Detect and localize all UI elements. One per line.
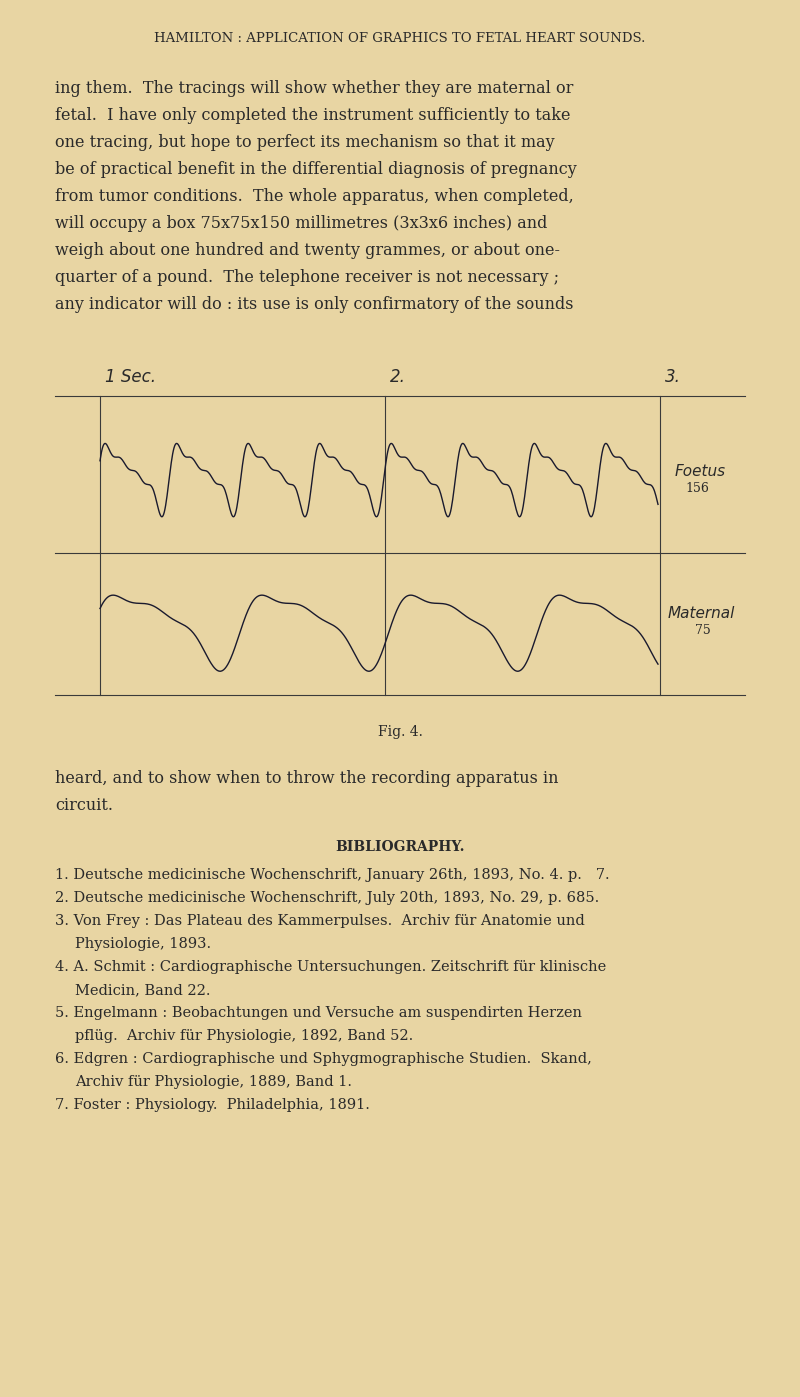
Text: 75: 75 — [695, 624, 710, 637]
Text: fetal.  I have only completed the instrument sufficiently to take: fetal. I have only completed the instrum… — [55, 108, 570, 124]
Text: Maternal: Maternal — [668, 605, 735, 620]
Text: one tracing, but hope to perfect its mechanism so that it may: one tracing, but hope to perfect its mec… — [55, 134, 554, 151]
Text: pflüg.  Archiv für Physiologie, 1892, Band 52.: pflüg. Archiv für Physiologie, 1892, Ban… — [75, 1030, 414, 1044]
Text: 1. Deutsche medicinische Wochenschrift, January 26th, 1893, No. 4. p.   7.: 1. Deutsche medicinische Wochenschrift, … — [55, 868, 610, 882]
Text: BIBLIOGRAPHY.: BIBLIOGRAPHY. — [335, 840, 465, 854]
Text: ing them.  The tracings will show whether they are maternal or: ing them. The tracings will show whether… — [55, 80, 574, 96]
Text: Archiv für Physiologie, 1889, Band 1.: Archiv für Physiologie, 1889, Band 1. — [75, 1076, 352, 1090]
Text: 6. Edgren : Cardiographische und Sphygmographische Studien.  Skand,: 6. Edgren : Cardiographische und Sphygmo… — [55, 1052, 592, 1066]
Text: from tumor conditions.  The whole apparatus, when completed,: from tumor conditions. The whole apparat… — [55, 189, 574, 205]
Text: 3. Von Frey : Das Plateau des Kammerpulses.  Archiv für Anatomie und: 3. Von Frey : Das Plateau des Kammerpuls… — [55, 914, 585, 928]
Text: Physiologie, 1893.: Physiologie, 1893. — [75, 937, 211, 951]
Text: 156: 156 — [685, 482, 709, 495]
Text: weigh about one hundred and twenty grammes, or about one-: weigh about one hundred and twenty gramm… — [55, 242, 560, 258]
Text: 3.: 3. — [665, 367, 681, 386]
Text: quarter of a pound.  The telephone receiver is not necessary ;: quarter of a pound. The telephone receiv… — [55, 270, 559, 286]
Text: will occupy a box 75x75x150 millimetres (3x3x6 inches) and: will occupy a box 75x75x150 millimetres … — [55, 215, 547, 232]
Text: be of practical benefit in the differential diagnosis of pregnancy: be of practical benefit in the different… — [55, 161, 577, 177]
Text: circuit.: circuit. — [55, 798, 113, 814]
Text: 1 Sec.: 1 Sec. — [105, 367, 156, 386]
Text: Medicin, Band 22.: Medicin, Band 22. — [75, 983, 210, 997]
Text: HAMILTON : APPLICATION OF GRAPHICS TO FETAL HEART SOUNDS.: HAMILTON : APPLICATION OF GRAPHICS TO FE… — [154, 32, 646, 45]
Text: 2.: 2. — [390, 367, 406, 386]
Text: Foetus: Foetus — [675, 464, 726, 479]
Text: 7. Foster : Physiology.  Philadelphia, 1891.: 7. Foster : Physiology. Philadelphia, 18… — [55, 1098, 370, 1112]
Text: 2. Deutsche medicinische Wochenschrift, July 20th, 1893, No. 29, p. 685.: 2. Deutsche medicinische Wochenschrift, … — [55, 891, 599, 905]
Text: heard, and to show when to throw the recording apparatus in: heard, and to show when to throw the rec… — [55, 770, 558, 787]
Text: any indicator will do : its use is only confirmatory of the sounds: any indicator will do : its use is only … — [55, 296, 574, 313]
Text: 4. A. Schmit : Cardiographische Untersuchungen. Zeitschrift für klinische: 4. A. Schmit : Cardiographische Untersuc… — [55, 960, 606, 974]
Text: Fig. 4.: Fig. 4. — [378, 725, 422, 739]
Text: 5. Engelmann : Beobachtungen und Versuche am suspendirten Herzen: 5. Engelmann : Beobachtungen und Versuch… — [55, 1006, 582, 1020]
